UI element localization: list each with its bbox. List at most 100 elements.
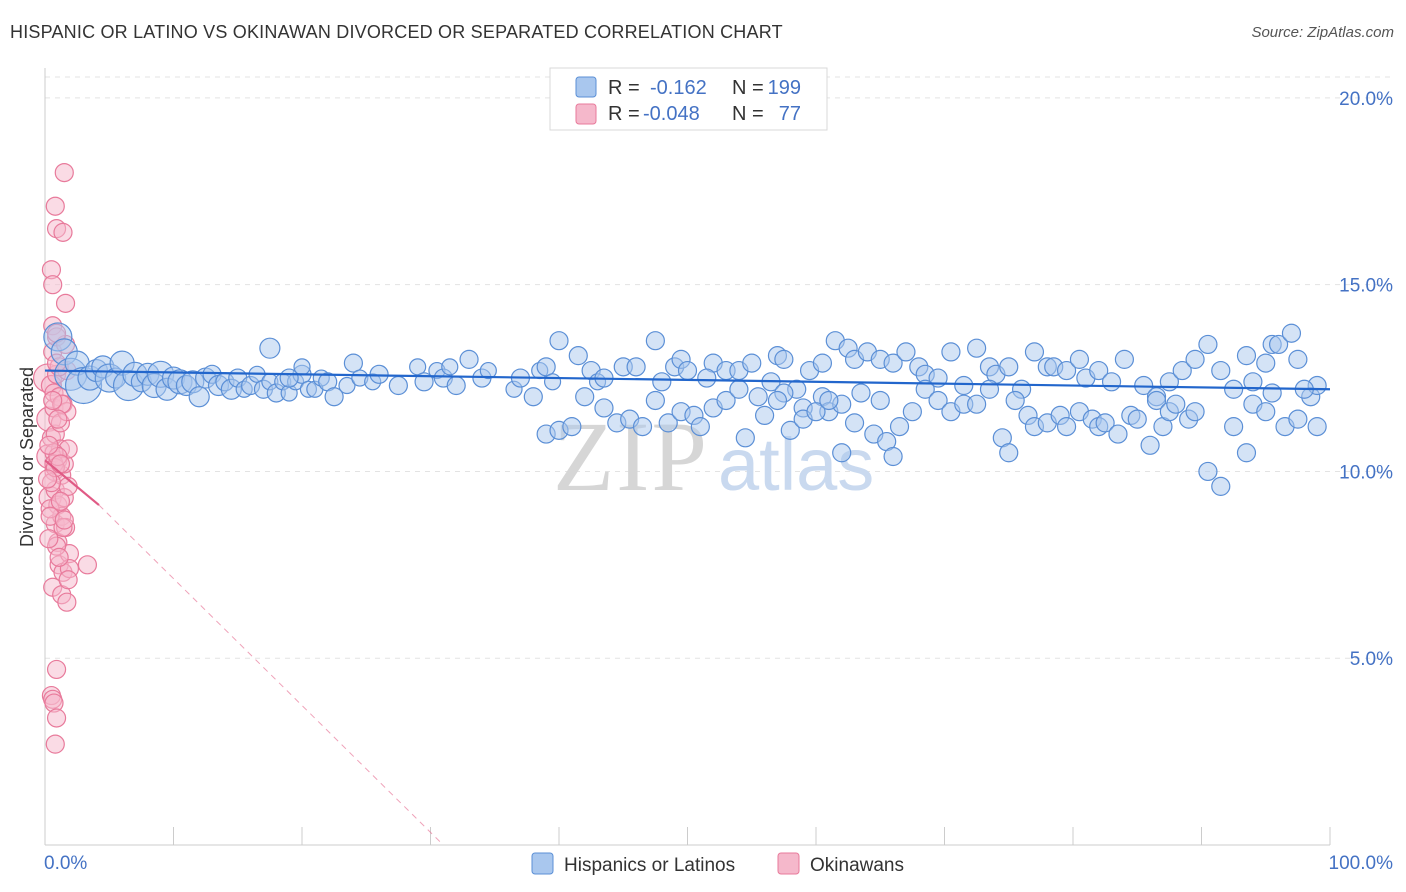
hispanic-point [594,398,614,418]
hispanic-point [999,357,1019,377]
hispanic-point [1256,402,1276,422]
hispanic-point [697,368,717,388]
hispanic-point [658,413,678,433]
trend-lines [44,369,1331,846]
x-tick-label-max: 100.0% [1329,853,1394,874]
hispanic-point [896,342,916,362]
hispanic-point [543,373,562,391]
okinawan-point [48,409,68,429]
hispanic-point [259,337,281,359]
hispanic-point [1236,443,1257,463]
hispanic-point [832,443,852,463]
okinawan-trend-line [44,459,100,506]
okinawan-point [54,162,74,183]
legend-n-value-1: 199 [768,77,801,99]
legend-n-value-2: 77 [779,103,801,125]
source-label: Source: ZipAtlas.com [1251,24,1394,41]
hispanic-point [1127,409,1147,429]
hispanic-point [562,417,582,437]
hispanic-point [716,390,736,411]
hispanic-point [549,331,569,351]
hispanic-point [388,375,408,396]
hispanic-point [1198,334,1218,355]
hispanic-point [954,375,974,396]
legend-swatch-okinawans [575,103,597,125]
hispanic-point [748,387,768,407]
okinawan-point [58,570,78,590]
hispanic-point [883,446,903,467]
y-tick-label: 15.0% [1339,276,1393,297]
hispanic-point [844,413,865,433]
y-tick-labels: 5.0% 10.0% 15.0% 20.0% [1339,89,1393,670]
hispanic-point [742,353,762,373]
hispanic-point [293,358,311,376]
x-ticks [44,827,1331,845]
hispanic-point [441,358,459,376]
bottom-legend-label-hispanics: Hispanics or Latinos [564,855,735,876]
hispanic-point [324,387,344,407]
hispanic-point [1243,372,1263,392]
legend-r-label-1: R = [608,77,640,99]
okinawan-point [46,708,67,728]
okinawan-point [39,529,59,549]
hispanic-point [1256,353,1276,373]
legend-r-value-1: -0.162 [650,77,707,99]
hispanic-point [1089,360,1109,381]
hispanic-point [883,353,903,373]
hispanic-point [967,394,987,414]
x-tick-label-min: 0.0% [44,853,87,874]
hispanic-point [1146,390,1167,411]
y-tick-label: 5.0% [1350,649,1393,670]
okinawan-point [53,222,73,242]
hispanic-point [1211,360,1231,381]
hispanic-point [735,428,755,448]
hispanic-point [690,417,710,437]
hispanic-point [645,331,665,351]
hispanic-point [1056,360,1077,381]
hispanic-point [1236,346,1257,366]
hispanic-point [523,387,543,407]
hispanic-point [1166,394,1186,414]
okinawan-point [55,293,76,313]
hispanic-point [1056,417,1077,437]
hispanic-point [414,372,434,392]
hispanic-point [780,420,800,440]
hispanic-point [1095,413,1115,433]
hispanic-point [479,361,497,380]
hispanic-trend-line [44,369,1331,391]
hispanic-point [902,402,922,422]
legend-r-value-2: -0.048 [643,103,700,125]
bottom-legend-swatch-okinawans [777,852,800,875]
okinawan-point [43,390,63,411]
okinawan-point [77,555,98,575]
hispanic-point [343,353,363,373]
okinawan-point [50,454,71,474]
hispanic-point [1224,417,1244,437]
hispanic-point [812,353,833,373]
hispanic-point [754,405,775,426]
hispanic-point [967,338,987,358]
legend-n-label-2: N = [732,103,764,125]
okinawan-point [43,275,63,295]
hispanic-point [645,390,665,411]
hispanic-point [1185,402,1205,422]
hispanic-point [979,379,1000,399]
okinawan-point [57,592,77,612]
hispanic-point [774,349,794,369]
bottom-legend-swatch-hispanics [531,852,554,875]
okinawan-trend-extension [98,504,444,846]
hispanic-point [1198,461,1218,482]
hispanic-point [632,417,653,437]
hispanic-point [1224,379,1244,399]
hispanic-point [1307,417,1327,437]
hispanic-point [819,390,839,411]
hispanic-point [928,390,948,411]
hispanic-point [1262,383,1282,403]
okinawan-point [46,659,67,680]
okinawan-point [45,734,65,754]
hispanic-point [652,372,672,392]
hispanic-point [1211,476,1231,496]
bottom-legend-label-okinawans: Okinawans [810,855,904,876]
hispanic-point [338,376,356,395]
